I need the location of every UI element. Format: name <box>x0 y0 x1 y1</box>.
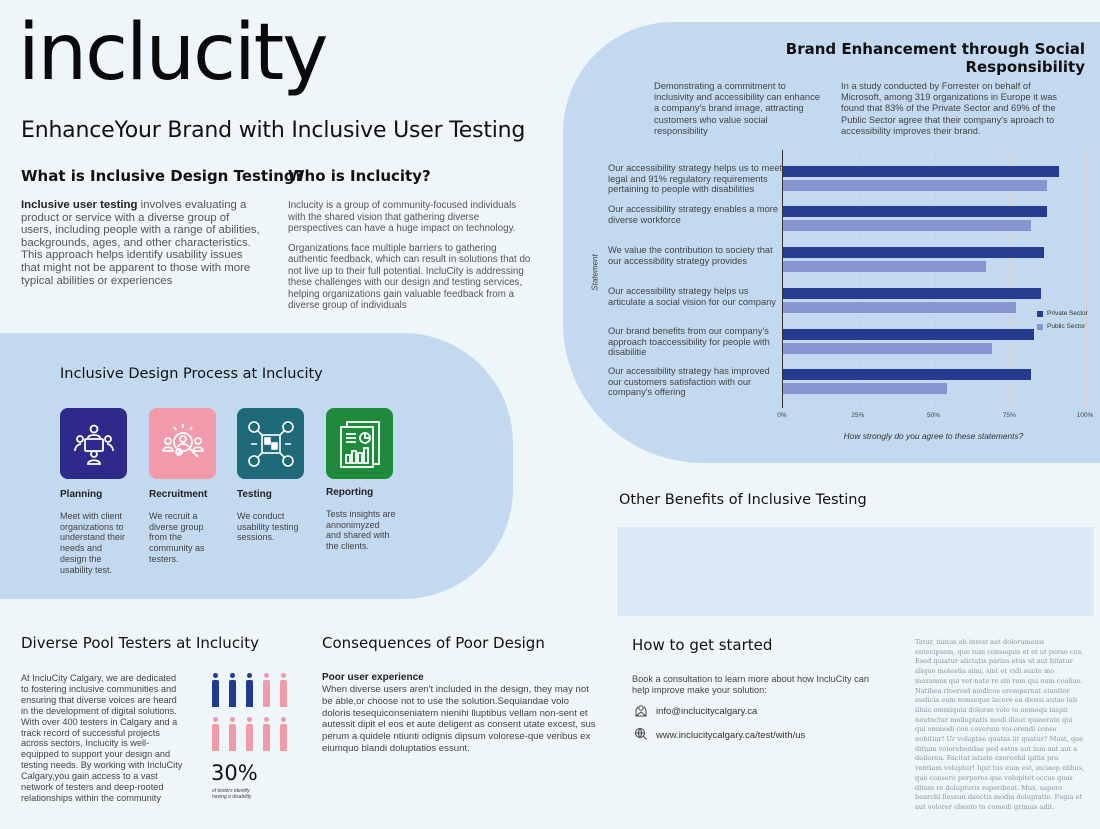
process-step-reporting: Reporting Tests insights are annonimyzed… <box>326 408 406 552</box>
legend-item-private: Private Sector <box>1037 310 1088 317</box>
disability-stat-caption: of testers identify having a disability <box>212 788 252 800</box>
what-lead: Inclusive user testing <box>21 199 138 211</box>
x-tick-label: 0% <box>777 412 787 419</box>
what-section-body: Inclusive user testing involves evaluati… <box>21 199 261 287</box>
bar-public-sector <box>783 261 986 272</box>
contact-email[interactable]: info@inclucitycalgary.ca <box>634 703 757 720</box>
x-tick-label: 100% <box>1076 412 1094 419</box>
x-tick-label: 75% <box>1002 412 1016 419</box>
tester-pictogram <box>211 673 291 761</box>
consequences-subtitle: Poor user experience <box>322 672 424 683</box>
brand-paragraph-1: Demonstrating a commitment to inclusivit… <box>654 81 820 136</box>
consequences-body: When diverse users aren't included in th… <box>322 684 596 754</box>
who-section-body: Inclucity is a group of community-focuse… <box>288 200 533 312</box>
step-name: Planning <box>60 489 103 500</box>
category-label: Our accessibility strategy helps us to m… <box>608 163 783 195</box>
legend-swatch <box>1037 323 1043 330</box>
bar-public-sector <box>783 343 993 354</box>
category-label: Our accessibility strategy helps us arti… <box>608 286 776 307</box>
gridline <box>934 150 936 408</box>
brand-section-title: Brand Enhancement through Social Respons… <box>785 40 1085 76</box>
step-name: Recruitment <box>149 489 208 500</box>
bar-public-sector <box>783 383 947 394</box>
person-icon <box>228 717 237 751</box>
who-section-title: Who is Inclucity? <box>288 167 431 185</box>
who-paragraph-2: Organizations face multiple barriers to … <box>288 242 531 312</box>
globe-icon <box>634 727 648 744</box>
person-icon <box>211 673 220 707</box>
bar-private-sector <box>783 369 1032 380</box>
step-name: Testing <box>237 489 272 500</box>
start-section-title: How to get started <box>632 636 773 654</box>
category-label: Our brand benefits from our company's ap… <box>608 326 770 358</box>
person-icon <box>211 717 220 751</box>
contact-website[interactable]: www.inclucitycalgary.ca/test/with/us <box>634 727 805 744</box>
people-search-icon <box>149 408 216 479</box>
what-section-title: What is Inclusive Design Testing? <box>21 167 304 185</box>
process-step-planning: Planning Meet with client organizations … <box>60 408 140 575</box>
what-text: involves evaluating a product or service… <box>21 199 260 287</box>
process-section-title: Inclusive Design Process at Inclucity <box>60 366 323 382</box>
gridline <box>1086 150 1087 408</box>
x-tick-label: 50% <box>926 412 941 419</box>
category-label: We value the contribution to society tha… <box>608 245 773 266</box>
bar-public-sector <box>783 220 1032 231</box>
chart-legend: Private Sector Public Sector <box>1037 310 1088 336</box>
legend-swatch <box>1037 310 1043 317</box>
pictogram-row <box>211 717 291 751</box>
category-label: Our accessibility strategy has improved … <box>608 366 770 398</box>
bar-private-sector <box>783 288 1041 299</box>
email-link[interactable]: info@inclucitycalgary.ca <box>656 706 758 717</box>
brand-paragraph-2: In a study conducted by Forrester on beh… <box>841 81 1058 136</box>
y-axis-title: Statement <box>590 254 600 291</box>
meeting-table-icon <box>60 408 127 479</box>
pool-section-body: At IncluCity Calgary, we are dedicated t… <box>21 673 183 803</box>
person-icon <box>228 673 237 707</box>
x-axis-title: How strongly do you agree to these state… <box>843 431 1024 441</box>
person-icon <box>245 673 254 707</box>
step-description: We recruit a diverse group from the comm… <box>149 511 205 564</box>
placeholder-text-block: Tatur, nimus ab intest aut dolorumenis e… <box>915 638 1085 811</box>
pool-section-title: Diverse Pool Testers at Inclucity <box>21 634 259 652</box>
gridline <box>858 150 860 408</box>
bar-private-sector <box>783 247 1044 258</box>
step-description: Meet with client organizations to unders… <box>60 511 126 575</box>
benefits-content-box <box>617 527 1094 616</box>
step-name: Reporting <box>326 487 374 498</box>
consequences-section-title: Consequences of Poor Design <box>322 634 545 652</box>
who-paragraph-1: Inclucity is a group of community-focuse… <box>288 200 517 234</box>
person-icon <box>245 717 254 751</box>
start-section-body: Book a consultation to learn more about … <box>632 674 869 695</box>
benefits-section-title: Other Benefits of Inclusive Testing <box>619 492 867 508</box>
website-link[interactable]: www.inclucitycalgary.ca/test/with/us <box>656 730 806 741</box>
email-icon <box>634 703 648 720</box>
network-testing-icon <box>237 408 304 479</box>
gridline <box>1010 150 1012 408</box>
x-tick-label: 25% <box>851 412 865 419</box>
plot-area <box>782 150 1087 408</box>
report-chart-icon <box>326 408 393 479</box>
pictogram-row <box>211 673 291 707</box>
bar-public-sector <box>783 180 1047 191</box>
legend-item-public: Public Sector <box>1037 323 1088 330</box>
disability-stat-value: 30% <box>211 761 258 785</box>
logo: inclucity <box>18 8 328 98</box>
agreement-bar-chart: Statement Our accessibility strategy hel… <box>583 150 1093 450</box>
category-label: Our accessibility strategy enables a mor… <box>608 204 778 225</box>
step-description: Tests insights are annonimyzed and share… <box>326 509 396 552</box>
bar-private-sector <box>783 166 1059 177</box>
person-icon <box>279 717 288 751</box>
person-icon <box>262 717 271 751</box>
person-icon <box>279 673 288 707</box>
bar-private-sector <box>783 206 1047 217</box>
bar-public-sector <box>783 302 1017 313</box>
process-step-testing: Testing We conduct usability testing ses… <box>237 408 317 543</box>
page-title: EnhanceYour Brand with Inclusive User Te… <box>21 118 526 143</box>
process-step-recruitment: Recruitment We recruit a diverse group f… <box>149 408 229 565</box>
step-description: We conduct usability testing sessions. <box>237 511 299 543</box>
person-icon <box>262 673 271 707</box>
bar-private-sector <box>783 329 1035 340</box>
